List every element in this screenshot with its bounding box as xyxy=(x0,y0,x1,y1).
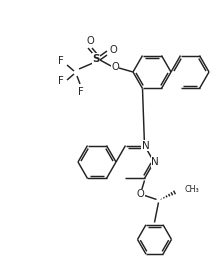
Text: N: N xyxy=(142,141,149,151)
Text: CH₃: CH₃ xyxy=(184,185,199,194)
Text: F: F xyxy=(58,56,64,66)
Text: F: F xyxy=(58,76,64,86)
Text: F: F xyxy=(78,87,84,97)
Text: N: N xyxy=(151,157,159,167)
Text: S: S xyxy=(92,54,100,64)
Text: O: O xyxy=(111,62,119,72)
Text: O: O xyxy=(86,36,94,46)
Text: O: O xyxy=(137,190,144,200)
Text: O: O xyxy=(109,45,117,55)
